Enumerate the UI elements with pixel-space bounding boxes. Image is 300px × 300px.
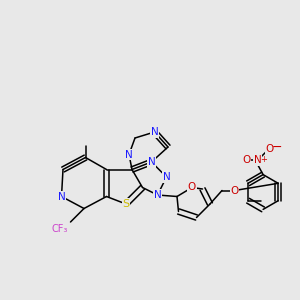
Text: O: O [230, 185, 239, 196]
Text: N: N [148, 157, 155, 167]
Text: O: O [188, 182, 196, 193]
Text: −: − [272, 140, 282, 154]
Text: N: N [125, 149, 133, 160]
Text: +: + [260, 155, 266, 164]
Text: N: N [254, 155, 262, 165]
Text: N: N [151, 127, 158, 137]
Text: O: O [242, 155, 250, 165]
Text: N: N [163, 172, 170, 182]
Text: N: N [58, 191, 65, 202]
Text: CF₃: CF₃ [52, 224, 68, 235]
Text: S: S [122, 199, 130, 209]
Text: N: N [154, 190, 161, 200]
Text: O: O [265, 144, 274, 154]
